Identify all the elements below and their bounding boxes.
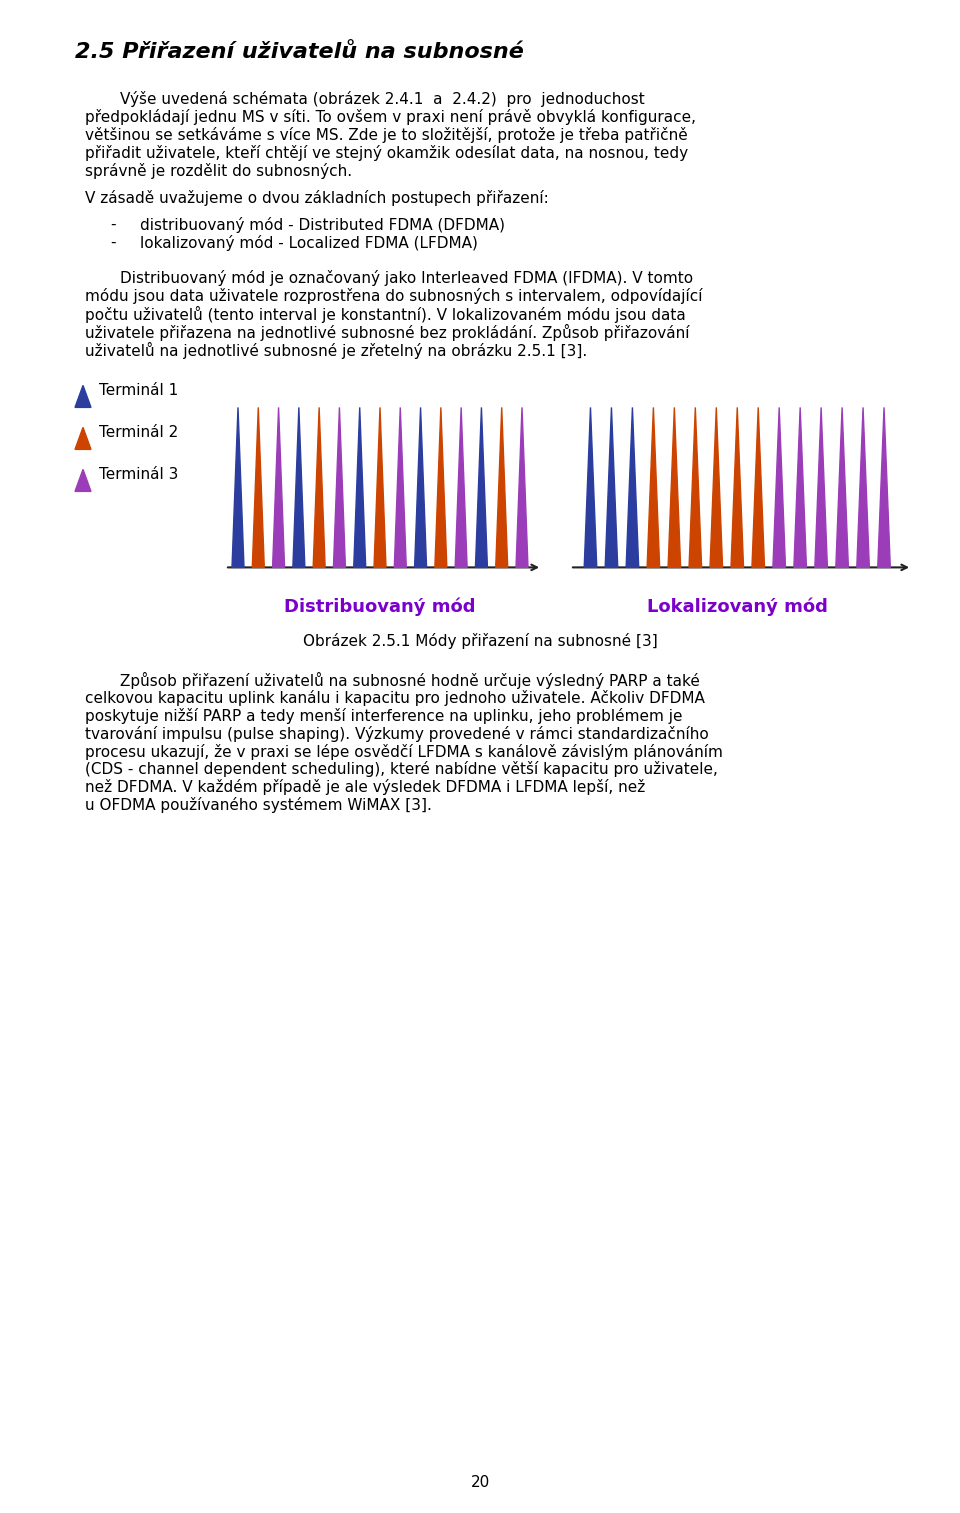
Text: módu jsou data uživatele rozprostřena do subnosných s intervalem, odpovídající: módu jsou data uživatele rozprostřena do… — [85, 289, 703, 304]
Polygon shape — [495, 407, 508, 567]
Polygon shape — [856, 407, 870, 567]
Text: uživatelů na jednotlivé subnosné je zřetelný na obrázku 2.5.1 [3].: uživatelů na jednotlivé subnosné je zřet… — [85, 342, 588, 359]
Text: procesu ukazují, že v praxi se lépe osvědčí LFDMA s kanálově závislým plánováním: procesu ukazují, že v praxi se lépe osvě… — [85, 743, 723, 760]
Polygon shape — [273, 407, 284, 567]
Polygon shape — [415, 407, 426, 567]
Polygon shape — [435, 407, 446, 567]
Polygon shape — [333, 407, 346, 567]
Text: předpokládají jednu MS v síti. To ovšem v praxi není právě obvyklá konfigurace,: předpokládají jednu MS v síti. To ovšem … — [85, 109, 696, 126]
Text: poskytuje nižší PARP a tedy menší interference na uplinku, jeho problémem je: poskytuje nižší PARP a tedy menší interf… — [85, 708, 683, 723]
Text: Terminál 2: Terminál 2 — [99, 425, 179, 440]
Text: většinou se setkáváme s více MS. Zde je to složitější, protože je třeba patřičně: většinou se setkáváme s více MS. Zde je … — [85, 127, 687, 144]
Text: -: - — [110, 235, 115, 250]
Text: Výše uvedená schémata (obrázek 2.4.1  a  2.4.2)  pro  jednoduchost: Výše uvedená schémata (obrázek 2.4.1 a 2… — [120, 91, 645, 107]
Polygon shape — [353, 407, 366, 567]
Text: Způsob přiřazení uživatelů na subnosné hodně určuje výsledný PARP a také: Způsob přiřazení uživatelů na subnosné h… — [120, 672, 700, 690]
Text: počtu uživatelů (tento interval je konstantní). V lokalizovaném módu jsou data: počtu uživatelů (tento interval je konst… — [85, 306, 685, 324]
Polygon shape — [455, 407, 468, 567]
Polygon shape — [773, 407, 785, 567]
Polygon shape — [75, 427, 91, 449]
Text: celkovou kapacitu uplink kanálu i kapacitu pro jednoho uživatele. Ačkoliv DFDMA: celkovou kapacitu uplink kanálu i kapaci… — [85, 690, 705, 707]
Polygon shape — [752, 407, 764, 567]
Polygon shape — [647, 407, 660, 567]
Polygon shape — [626, 407, 638, 567]
Polygon shape — [815, 407, 828, 567]
Text: Lokalizovaný mód: Lokalizovaný mód — [647, 598, 828, 616]
Polygon shape — [516, 407, 528, 567]
Text: 2.5 Přiřazení uživatelů na subnosné: 2.5 Přiřazení uživatelů na subnosné — [75, 42, 524, 62]
Text: Terminál 3: Terminál 3 — [99, 468, 179, 483]
Text: Distribuovaný mód: Distribuovaný mód — [284, 598, 476, 616]
Polygon shape — [75, 386, 91, 407]
Text: správně je rozdělit do subnosných.: správně je rozdělit do subnosných. — [85, 163, 352, 179]
Text: Distribuovaný mód je označovaný jako Interleaved FDMA (IFDMA). V tomto: Distribuovaný mód je označovaný jako Int… — [120, 271, 693, 286]
Polygon shape — [877, 407, 890, 567]
Text: V zásadě uvažujeme o dvou základních postupech přiřazení:: V zásadě uvažujeme o dvou základních pos… — [85, 191, 549, 206]
Polygon shape — [668, 407, 681, 567]
Text: u OFDMA používaného systémem WiMAX [3].: u OFDMA používaného systémem WiMAX [3]. — [85, 797, 432, 812]
Text: Terminál 1: Terminál 1 — [99, 383, 179, 398]
Polygon shape — [232, 407, 244, 567]
Text: 20: 20 — [470, 1475, 490, 1490]
Polygon shape — [374, 407, 386, 567]
Polygon shape — [794, 407, 806, 567]
Polygon shape — [605, 407, 617, 567]
Text: tvarování impulsu (pulse shaping). Výzkumy provedené v rámci standardizačního: tvarování impulsu (pulse shaping). Výzku… — [85, 726, 708, 741]
Polygon shape — [252, 407, 264, 567]
Polygon shape — [475, 407, 488, 567]
Polygon shape — [293, 407, 305, 567]
Text: uživatele přiřazena na jednotlivé subnosné bez prokládání. Způsob přiřazování: uživatele přiřazena na jednotlivé subnos… — [85, 324, 689, 340]
Text: -: - — [110, 216, 115, 231]
Polygon shape — [731, 407, 744, 567]
Polygon shape — [836, 407, 849, 567]
Text: (CDS - channel dependent scheduling), které nabídne větší kapacitu pro uživatele: (CDS - channel dependent scheduling), kt… — [85, 761, 718, 778]
Text: přiřadit uživatele, kteří chtějí ve stejný okamžik odesílat data, na nosnou, ted: přiřadit uživatele, kteří chtějí ve stej… — [85, 145, 688, 160]
Text: distribuovaný mód - Distributed FDMA (DFDMA): distribuovaný mód - Distributed FDMA (DF… — [140, 216, 505, 233]
Polygon shape — [710, 407, 723, 567]
Polygon shape — [75, 469, 91, 492]
Text: lokalizovaný mód - Localized FDMA (LFDMA): lokalizovaný mód - Localized FDMA (LFDMA… — [140, 235, 478, 251]
Polygon shape — [395, 407, 406, 567]
Polygon shape — [689, 407, 702, 567]
Polygon shape — [313, 407, 325, 567]
Polygon shape — [585, 407, 597, 567]
Text: Obrázek 2.5.1 Módy přiřazení na subnosné [3]: Obrázek 2.5.1 Módy přiřazení na subnosné… — [302, 632, 658, 649]
Text: než DFDMA. V každém případě je ale výsledek DFDMA i LFDMA lepší, než: než DFDMA. V každém případě je ale výsle… — [85, 779, 645, 796]
